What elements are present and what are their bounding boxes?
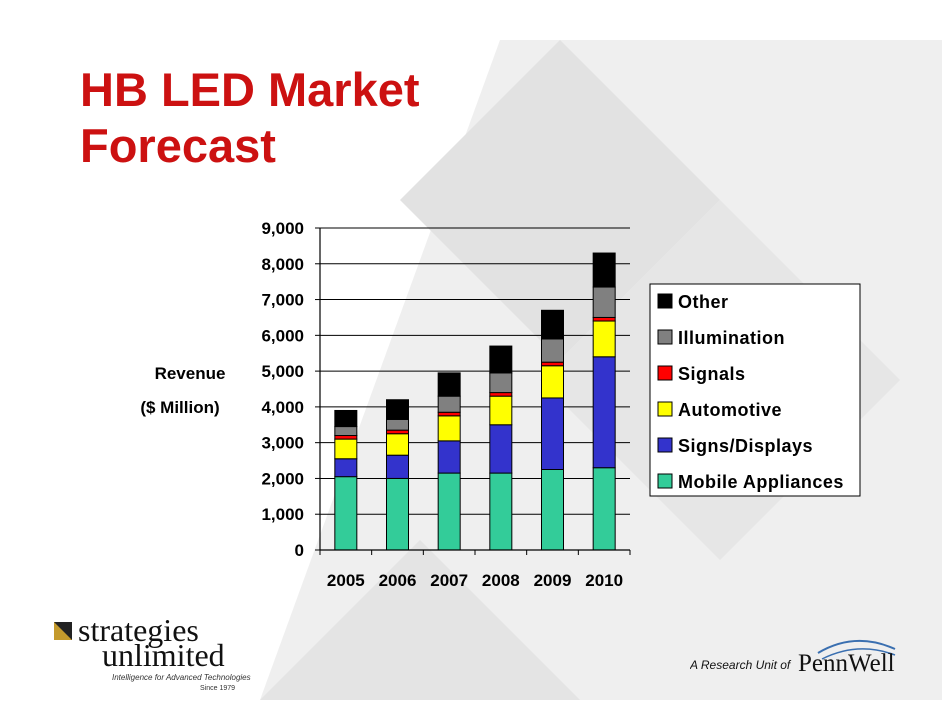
bar-segment-signs-displays-2010 bbox=[592, 356, 616, 469]
y-tick-label: 5,000 bbox=[261, 362, 304, 381]
y-tick-label: 3,000 bbox=[261, 434, 304, 453]
pennwell-logo: A Research Unit of PennWell bbox=[690, 640, 896, 677]
y-tick-label: 6,000 bbox=[261, 326, 304, 345]
legend-swatch bbox=[657, 293, 673, 309]
bar-segment-mobile-appliances-2007 bbox=[437, 472, 461, 551]
bar-segment-signs-displays-2009 bbox=[541, 397, 564, 471]
bar-segment-signals-2005 bbox=[334, 435, 358, 440]
bar-segment-signals-2006 bbox=[386, 429, 409, 435]
legend-label: Illumination bbox=[678, 328, 785, 348]
bar-segment-illumination-2009 bbox=[541, 338, 564, 363]
legend-box bbox=[649, 283, 861, 497]
legend-swatch bbox=[657, 437, 673, 453]
y-tick-label: 1,000 bbox=[261, 505, 304, 524]
x-tick-label: 2008 bbox=[482, 571, 520, 590]
bar-segment-signs-displays-2005 bbox=[334, 458, 358, 478]
slide-title-line2: Forecast bbox=[80, 119, 276, 172]
y-axis-label-line2: ($ Million) bbox=[140, 398, 219, 417]
bar-segment-mobile-appliances-2008 bbox=[489, 472, 513, 551]
x-tick-label: 2009 bbox=[534, 571, 572, 590]
legend-label: Signals bbox=[678, 364, 746, 384]
bar-segment-mobile-appliances-2009 bbox=[541, 469, 564, 551]
logo-tagline: Intelligence for Advanced Technologies bbox=[112, 673, 251, 682]
logo-word-unlimited: unlimited bbox=[102, 637, 225, 673]
bar-segment-signs-displays-2006 bbox=[386, 454, 409, 479]
bar-segment-other-2010 bbox=[592, 252, 616, 288]
bar-segment-illumination-2007 bbox=[437, 395, 461, 413]
y-tick-label: 2,000 bbox=[261, 469, 304, 488]
bar-segment-automotive-2007 bbox=[437, 415, 461, 442]
bar-segment-signs-displays-2007 bbox=[437, 440, 461, 474]
bar-segment-illumination-2008 bbox=[489, 372, 513, 394]
y-axis-label-line1: Revenue bbox=[155, 364, 226, 383]
logo-pennwell-brand: PennWell bbox=[798, 650, 895, 677]
bar-segment-other-2007 bbox=[437, 372, 461, 397]
y-tick-label: 7,000 bbox=[261, 291, 304, 310]
legend-label: Automotive bbox=[678, 400, 782, 420]
slide-title: HB LED Market Forecast bbox=[80, 62, 420, 174]
y-tick-label: 8,000 bbox=[261, 255, 304, 274]
bar-segment-automotive-2009 bbox=[541, 365, 564, 399]
x-tick-label: 2005 bbox=[327, 571, 365, 590]
bar-segment-illumination-2006 bbox=[386, 418, 409, 431]
bar-segment-automotive-2008 bbox=[489, 395, 513, 426]
bar-segment-automotive-2006 bbox=[386, 433, 409, 456]
bar-segment-automotive-2010 bbox=[592, 320, 616, 358]
x-tick-label: 2010 bbox=[585, 571, 623, 590]
bar-segment-signals-2009 bbox=[541, 361, 564, 367]
y-tick-label: 9,000 bbox=[261, 219, 304, 238]
bar-segment-mobile-appliances-2006 bbox=[386, 477, 409, 551]
bar-segment-other-2005 bbox=[334, 409, 358, 428]
legend-swatch bbox=[657, 329, 673, 345]
logo-since: Since 1979 bbox=[200, 685, 235, 692]
legend-swatch bbox=[657, 401, 673, 417]
bar-segment-signals-2010 bbox=[592, 316, 616, 322]
legend-swatch bbox=[657, 365, 673, 381]
strategies-unlimited-logo: strategies unlimited Intelligence for Ad… bbox=[54, 612, 251, 692]
bar-segment-illumination-2005 bbox=[334, 426, 358, 437]
legend-label: Other bbox=[678, 292, 729, 312]
bar-segment-other-2006 bbox=[386, 399, 409, 420]
legend-label: Signs/Displays bbox=[678, 436, 813, 456]
bar-segment-other-2009 bbox=[541, 309, 564, 340]
legend-swatch bbox=[657, 473, 673, 489]
slide-title-line1: HB LED Market bbox=[80, 63, 420, 116]
bar-segment-signals-2008 bbox=[489, 392, 513, 397]
bar-segment-other-2008 bbox=[489, 345, 513, 374]
bar-segment-illumination-2010 bbox=[592, 286, 616, 318]
bar-segment-mobile-appliances-2005 bbox=[334, 476, 358, 551]
legend-label: Mobile Appliances bbox=[678, 472, 844, 492]
x-tick-label: 2007 bbox=[430, 571, 468, 590]
bar-segment-signals-2007 bbox=[437, 411, 461, 417]
bar-segment-automotive-2005 bbox=[334, 438, 358, 460]
bar-segment-signs-displays-2008 bbox=[489, 424, 513, 474]
logo-research-unit-text: A Research Unit of bbox=[690, 658, 792, 672]
x-tick-label: 2006 bbox=[379, 571, 417, 590]
y-tick-label: 0 bbox=[295, 541, 304, 560]
logo-word-strategies: strategies bbox=[78, 612, 199, 648]
y-tick-label: 4,000 bbox=[261, 398, 304, 417]
bar-segment-mobile-appliances-2010 bbox=[592, 467, 616, 551]
